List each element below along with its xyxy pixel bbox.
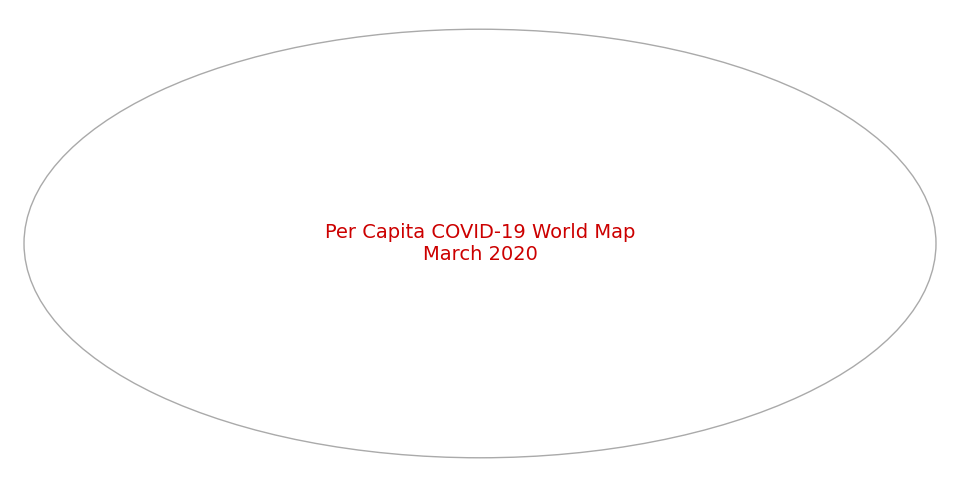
Ellipse shape bbox=[24, 29, 936, 458]
Text: Per Capita COVID-19 World Map
March 2020: Per Capita COVID-19 World Map March 2020 bbox=[324, 223, 636, 264]
